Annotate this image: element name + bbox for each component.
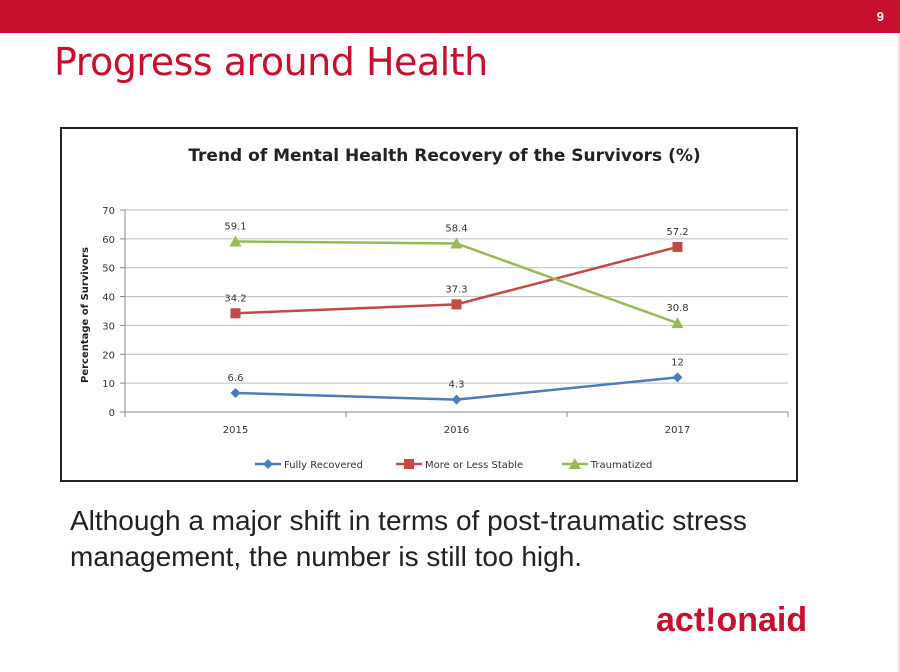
data-label-fully-recovered: 6.6 [228, 373, 244, 384]
x-tick-label: 2017 [665, 425, 690, 436]
data-point-fully-recovered [230, 387, 241, 398]
data-label-traumatized: 30.8 [666, 303, 688, 314]
y-tick-label: 40 [102, 293, 115, 304]
data-point-traumatized [229, 235, 242, 247]
legend-label-traumatized: Traumatized [590, 460, 653, 471]
chart-title: Trend of Mental Health Recovery of the S… [188, 146, 700, 166]
x-tick-label: 2016 [444, 425, 469, 436]
y-tick-label: 30 [102, 321, 115, 332]
y-axis-label: Percentage of Survivors [80, 247, 91, 383]
y-tick-label: 60 [102, 235, 115, 246]
y-tick-label: 20 [102, 350, 115, 361]
legend-marker-fully-recovered [263, 459, 273, 469]
legend-label-fully-recovered: Fully Recovered [284, 460, 363, 471]
legend-label-more-or-less-stable: More or Less Stable [425, 460, 523, 471]
y-tick-label: 70 [102, 206, 115, 217]
y-tick-label: 0 [109, 408, 115, 419]
top-bar: 9 [0, 0, 900, 33]
slide-caption: Although a major shift in terms of post-… [70, 505, 747, 572]
data-point-traumatized [450, 237, 463, 249]
y-tick-label: 50 [102, 264, 115, 275]
slide-number: 9 [876, 9, 884, 24]
slide-edge [898, 33, 900, 672]
chart-frame: Trend of Mental Health Recovery of the S… [60, 127, 798, 482]
data-point-more-or-less-stable [451, 299, 462, 310]
line-chart: Trend of Mental Health Recovery of the S… [80, 146, 789, 471]
slide-title: Progress around Health [54, 40, 488, 84]
data-point-fully-recovered [451, 394, 462, 405]
data-label-traumatized: 58.4 [445, 223, 467, 234]
data-label-fully-recovered: 4.3 [449, 380, 465, 391]
data-point-more-or-less-stable [672, 241, 683, 252]
x-tick-label: 2015 [223, 425, 248, 436]
legend-marker-more-or-less-stable [404, 459, 414, 469]
data-point-more-or-less-stable [230, 308, 241, 319]
data-label-more-or-less-stable: 57.2 [666, 227, 688, 238]
y-tick-label: 10 [102, 379, 115, 390]
legend-marker-traumatized [568, 458, 581, 469]
data-point-traumatized [671, 317, 684, 329]
data-label-more-or-less-stable: 34.2 [224, 293, 246, 304]
data-label-fully-recovered: 12 [671, 357, 684, 368]
data-label-traumatized: 59.1 [224, 221, 246, 232]
slide-nav-glyphs [0, 656, 90, 672]
data-point-fully-recovered [672, 372, 683, 383]
data-label-more-or-less-stable: 37.3 [445, 284, 467, 295]
actionaid-logo: act!onaid [656, 601, 808, 639]
